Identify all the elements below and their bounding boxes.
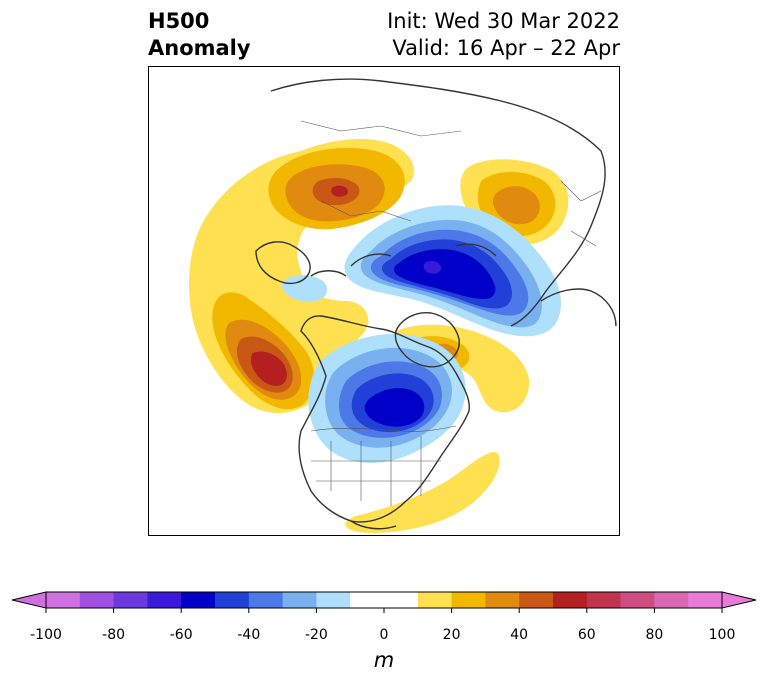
anomaly-contour-neg50-arctic	[393, 249, 496, 299]
colorbar-segment	[46, 592, 81, 608]
colorbar-segment	[519, 592, 554, 608]
colorbar-max-extension	[721, 591, 757, 609]
colorbar-tick-label: 20	[442, 627, 461, 643]
colorbar-segment	[654, 592, 689, 608]
colorbar-segment	[215, 592, 250, 608]
colorbar	[11, 591, 757, 613]
colorbar-segment	[181, 592, 216, 608]
political-borders	[300, 120, 602, 506]
colorbar-segment	[417, 592, 453, 608]
border-asia-1	[300, 120, 462, 137]
negative-anomaly-regions	[281, 205, 561, 463]
colorbar-segments	[46, 592, 723, 608]
anomaly-map	[189, 78, 617, 533]
coastline-mexico	[350, 520, 397, 530]
map-title: H500 Anomaly	[148, 8, 251, 62]
colorbar-segment	[586, 592, 622, 608]
colorbar-tick-label: 100	[708, 627, 736, 643]
colorbar-tick-label: 80	[645, 627, 664, 643]
init-date: Init: Wed 30 Mar 2022	[387, 9, 620, 33]
colorbar-tick-label: -80	[102, 627, 126, 643]
colorbar-segment	[282, 592, 317, 608]
coastline-greenland	[394, 312, 460, 368]
colorbar-segment	[485, 592, 520, 608]
coastlines	[255, 78, 617, 530]
border-us-canada	[310, 425, 457, 432]
colorbar-segment	[350, 592, 419, 608]
anomaly-contour-neg10-alaska	[281, 275, 328, 302]
anomaly-contour-pos30-asia	[492, 186, 540, 225]
colorbar-segment	[248, 592, 284, 608]
coastline-arctic-islands	[310, 243, 497, 277]
colorbar-segment	[147, 592, 182, 608]
valid-range: Valid: 16 Apr – 22 Apr	[392, 36, 620, 60]
colorbar-segment	[553, 592, 588, 608]
colorbar-tick-label: 60	[577, 627, 596, 643]
colorbar-segment	[451, 592, 486, 608]
anomaly-contour-pos50-siberia	[331, 185, 348, 197]
positive-anomaly-40-60	[236, 177, 360, 393]
border-us-states-2	[311, 460, 441, 482]
colorbar-segment	[79, 592, 115, 608]
colorbar-units: m	[373, 648, 395, 672]
title-variable: H500	[148, 9, 210, 33]
border-asia-2	[320, 200, 412, 222]
colorbar-tick-label: 40	[510, 627, 529, 643]
anomaly-contour-neg60-arctic	[423, 260, 442, 274]
coastline-asia	[270, 78, 606, 327]
anomaly-contour-pos50-pacific	[250, 351, 287, 386]
title-type: Anomaly	[148, 36, 251, 60]
anomaly-contour-neg50-canada	[364, 388, 425, 427]
colorbar-tick-label: 0	[379, 627, 389, 643]
coastline-north-america	[298, 315, 471, 523]
anomaly-contour-pos10-gulf	[345, 451, 500, 533]
colorbar-segment	[316, 592, 351, 608]
colorbar-min-extension	[11, 591, 47, 609]
coastline-europe	[540, 288, 617, 327]
colorbar-tick-label: -100	[30, 627, 62, 643]
colorbar-tick-marks	[45, 608, 723, 613]
colorbar-segment	[113, 592, 148, 608]
coastline-alaska	[255, 241, 311, 285]
colorbar-segment	[688, 592, 723, 608]
colorbar-tick-label: -20	[304, 627, 328, 643]
map-dates: Init: Wed 30 Mar 2022 Valid: 16 Apr – 22…	[387, 8, 620, 62]
colorbar-tick-label: -60	[169, 627, 193, 643]
border-europe	[560, 180, 602, 247]
colorbar-tick-label: -40	[237, 627, 261, 643]
colorbar-segment	[620, 592, 655, 608]
map-panel	[148, 66, 620, 536]
border-us-states-1	[330, 436, 422, 506]
